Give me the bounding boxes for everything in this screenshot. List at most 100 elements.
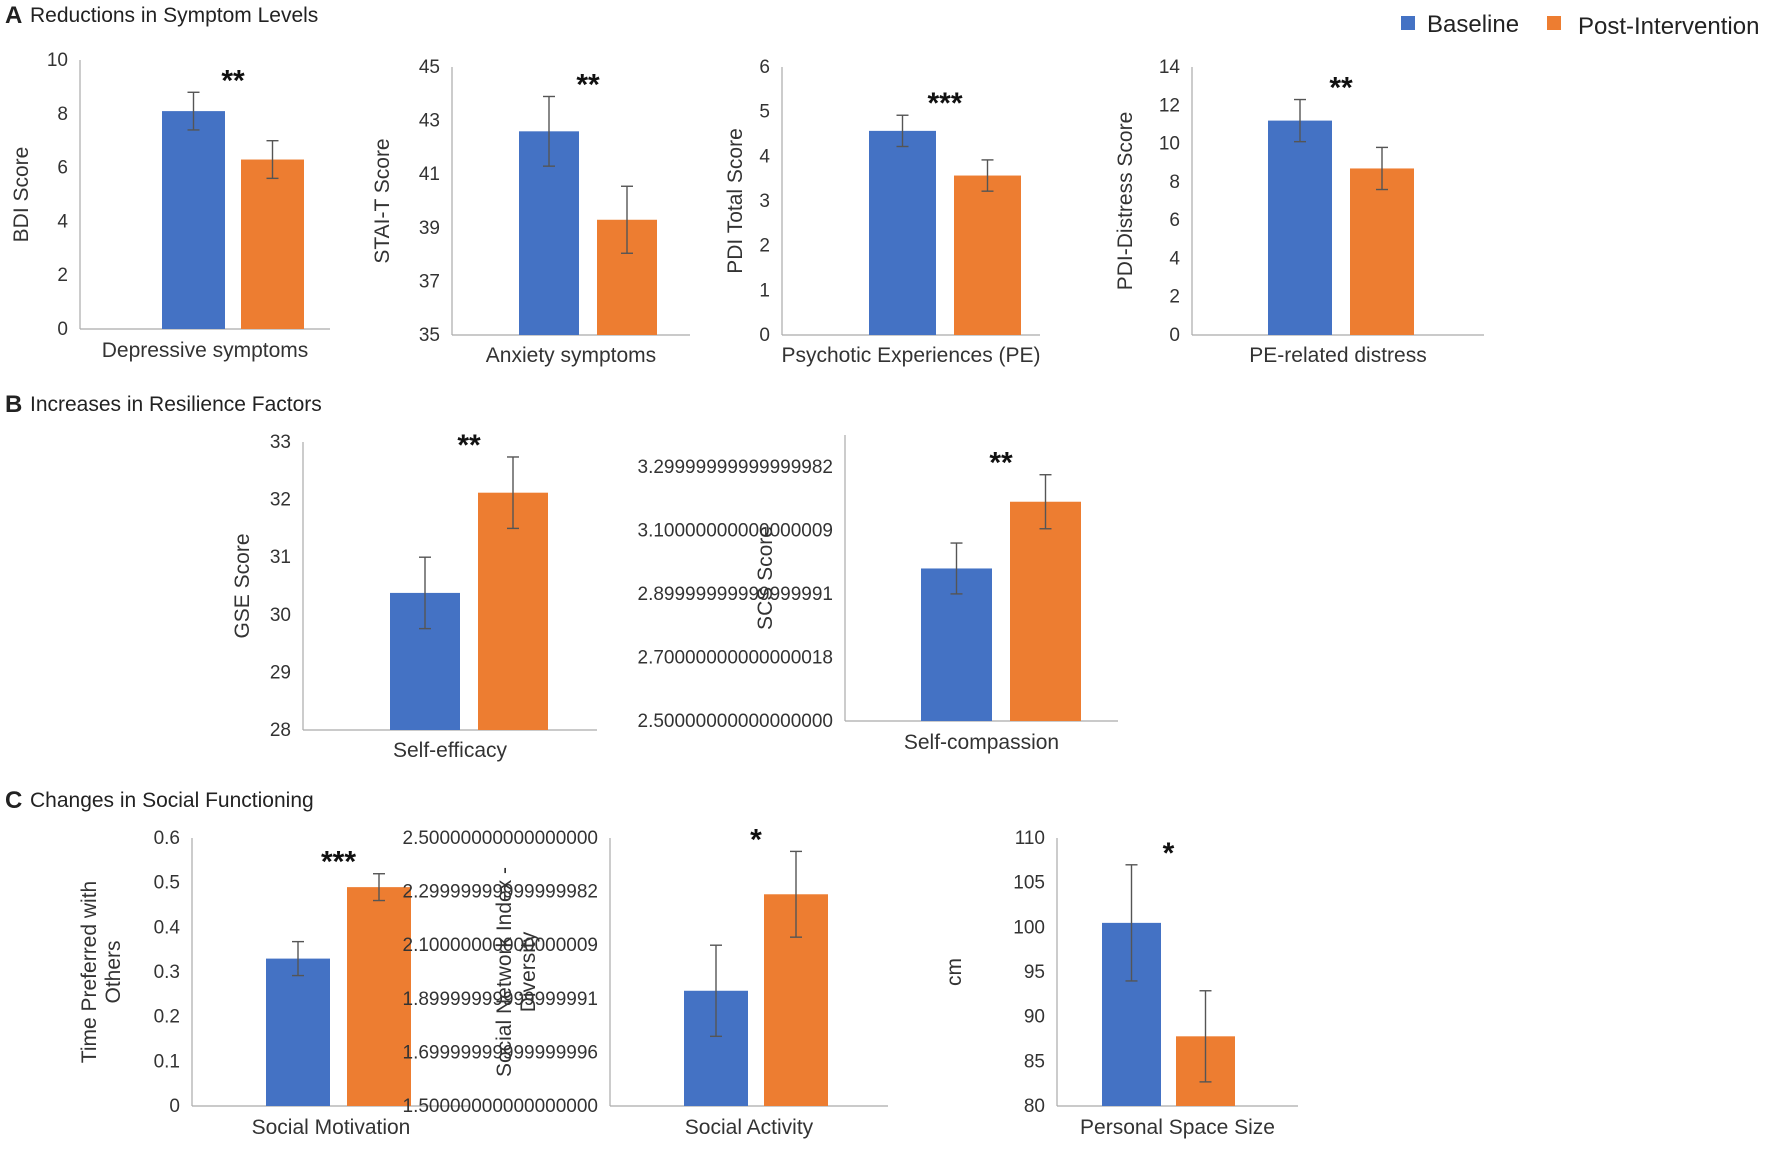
x-axis-label: PE-related distress [1249, 344, 1426, 367]
y-tick-label: 0.2 [154, 1007, 180, 1028]
significance-stars: *** [927, 87, 962, 120]
y-tick-label: 2.50000000000000000 [403, 828, 598, 849]
y-axis-label: Social Network Index -Diversity [493, 867, 540, 1077]
y-axis-label-line: Diversity [517, 931, 540, 1012]
y-tick-label: 0.1 [154, 1051, 180, 1072]
y-axis-label: STAI-T Score [371, 138, 394, 263]
chart-scs-self-compassion: 2.50000000000000000 2.70000000000000018 2.… [638, 435, 1118, 754]
chart-personal-space-size: 80 85 90 95 100 105 110 * Personal Space Size cm [943, 828, 1298, 1139]
section-a-heading: A Reductions in Symptom Levels [5, 2, 318, 29]
y-tick-label: 3.29999999999999982 [638, 457, 833, 478]
section-b-letter: B [5, 391, 22, 418]
significance-stars: ** [457, 429, 481, 462]
y-axis-label: cm [943, 958, 966, 986]
chart-pdi-psychotic-experiences: 0 1 2 3 4 5 6 *** Psychotic Experiences (PE) PDI … [724, 57, 1041, 367]
x-axis-label: Anxiety symptoms [486, 344, 656, 367]
y-tick-label: 0 [57, 319, 68, 340]
y-tick-label: 0 [169, 1096, 180, 1117]
y-axis-label-line: Others [102, 940, 125, 1003]
y-tick-label: 2 [759, 236, 770, 257]
y-tick-label: 3 [759, 191, 770, 212]
significance-stars: * [750, 823, 762, 856]
y-tick-label: 110 [1015, 828, 1045, 849]
bar-post-intervention [954, 175, 1021, 335]
y-tick-label: 0.3 [154, 962, 180, 983]
y-tick-label: 31 [270, 547, 291, 568]
x-axis-label: Depressive symptoms [102, 339, 309, 362]
y-tick-label: 12 [1159, 95, 1180, 116]
legend-baseline-label: Baseline [1427, 11, 1519, 38]
y-tick-label: 4 [759, 146, 770, 167]
y-tick-label: 2.10000000000000009 [403, 935, 598, 956]
y-tick-label: 95 [1024, 962, 1045, 983]
bar-baseline [162, 111, 225, 329]
y-tick-label: 29 [270, 662, 291, 683]
legend-post-swatch [1547, 16, 1561, 30]
significance-stars: ** [989, 447, 1013, 480]
y-tick-label: 43 [419, 111, 440, 132]
y-tick-label: 32 [270, 490, 291, 511]
y-tick-label: 0 [759, 325, 770, 346]
section-a-title: Reductions in Symptom Levels [30, 4, 318, 27]
chart-stai-anxiety-symptoms: 35 37 39 41 43 45 ** Anxiety symptoms STAI-T Sco… [371, 57, 690, 367]
section-c-letter: C [5, 787, 22, 814]
y-tick-label: 4 [57, 211, 68, 232]
y-axis-label-line: Social Network Index - [493, 867, 516, 1077]
bar-post-intervention [1010, 501, 1081, 721]
y-tick-label: 1 [759, 280, 770, 301]
y-axis-label: Time Preferred withOthers [78, 881, 125, 1063]
y-tick-label: 1.69999999999999996 [403, 1042, 598, 1063]
y-tick-label: 3.10000000000000009 [638, 520, 833, 541]
y-tick-label: 2 [1169, 287, 1180, 308]
y-tick-label: 2.29999999999999982 [403, 882, 598, 903]
y-tick-label: 35 [419, 325, 440, 346]
significance-stars: ** [576, 68, 600, 101]
y-tick-label: 80 [1024, 1096, 1045, 1117]
chart-bdi-depressive-symptoms: 0 2 4 6 8 10 ** Depressive symptoms BDI Score [10, 50, 330, 362]
y-tick-label: 2 [57, 265, 68, 286]
x-axis-label: Self-efficacy [393, 739, 507, 762]
y-tick-label: 4 [1169, 248, 1180, 269]
chart-social-activity: 1.50000000000000000 1.69999999999999996 1.… [403, 823, 888, 1139]
chart-social-motivation: 0 0.1 0.2 0.3 0.4 0.5 0.6 *** Social Motivation T… [78, 828, 470, 1139]
y-axis-label: GSE Score [231, 533, 254, 638]
legend-baseline-swatch [1401, 16, 1415, 30]
y-tick-label: 85 [1024, 1051, 1045, 1072]
y-tick-label: 0.6 [154, 828, 180, 849]
legend: Baseline Post-Intervention [1401, 11, 1759, 40]
y-axis-label: BDI Score [10, 147, 33, 243]
y-tick-label: 5 [759, 102, 770, 123]
y-tick-label: 6 [57, 158, 68, 179]
x-axis-label: Psychotic Experiences (PE) [781, 344, 1040, 367]
bar-baseline [266, 958, 330, 1106]
y-tick-label: 6 [1169, 210, 1180, 231]
y-tick-label: 30 [270, 605, 291, 626]
y-tick-label: 39 [419, 218, 440, 239]
chart-pdi-distress: 0 2 4 6 8 10 12 14 ** PE-related distress PDI-Dist… [1114, 57, 1484, 367]
x-axis-label: Self-compassion [904, 731, 1059, 754]
y-tick-label: 8 [57, 104, 68, 125]
y-tick-label: 2.89999999999999991 [638, 584, 833, 605]
y-tick-label: 100 [1013, 917, 1045, 938]
chart-gse-self-efficacy: 28 29 30 31 32 33 ** Self-efficacy GSE Score [231, 429, 597, 762]
y-tick-label: 8 [1169, 172, 1180, 193]
bar-baseline [869, 130, 936, 335]
x-axis-label: Social Motivation [252, 1116, 411, 1139]
y-axis-label: PDI Total Score [724, 128, 747, 274]
significance-stars: ** [221, 64, 245, 97]
y-tick-label: 105 [1013, 873, 1045, 894]
section-b-heading: B Increases in Resilience Factors [5, 391, 322, 418]
y-tick-label: 2.50000000000000000 [638, 711, 833, 732]
y-tick-label: 0 [1169, 325, 1180, 346]
y-tick-label: 45 [419, 57, 440, 78]
y-tick-label: 1.50000000000000000 [403, 1096, 598, 1117]
bar-post-intervention [241, 159, 304, 329]
y-tick-label: 1.89999999999999991 [403, 989, 598, 1010]
y-tick-label: 37 [419, 271, 440, 292]
legend-post-label: Post-Intervention [1578, 13, 1759, 40]
y-tick-label: 33 [270, 432, 291, 453]
section-c-title: Changes in Social Functioning [30, 789, 314, 812]
section-a-letter: A [5, 2, 22, 29]
bar-post-intervention [478, 492, 548, 730]
